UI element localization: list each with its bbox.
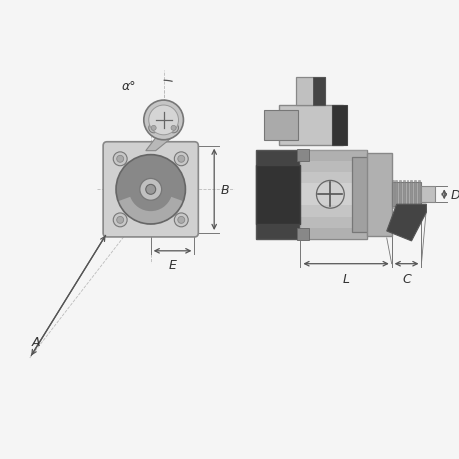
Text: B: B: [221, 184, 229, 196]
Circle shape: [144, 101, 183, 140]
Bar: [417, 181, 419, 209]
Bar: [366, 153, 391, 236]
Circle shape: [116, 155, 185, 224]
Circle shape: [140, 179, 161, 201]
Circle shape: [117, 217, 123, 224]
Bar: [313, 78, 325, 106]
Circle shape: [178, 156, 185, 163]
Circle shape: [113, 213, 127, 227]
Bar: [351, 157, 371, 232]
Bar: [255, 151, 300, 240]
Bar: [398, 181, 400, 209]
Bar: [278, 106, 342, 146]
Text: E: E: [168, 258, 176, 271]
Bar: [331, 106, 346, 146]
Circle shape: [117, 156, 123, 163]
Circle shape: [174, 152, 188, 166]
Text: α°: α°: [121, 79, 135, 93]
Bar: [420, 187, 434, 203]
Text: D: D: [449, 188, 459, 202]
Wedge shape: [119, 197, 182, 224]
Text: A: A: [32, 335, 40, 348]
Bar: [263, 111, 298, 140]
Circle shape: [148, 123, 158, 134]
Bar: [295, 78, 325, 106]
Circle shape: [168, 123, 178, 134]
Bar: [297, 149, 309, 161]
Bar: [395, 181, 397, 209]
Text: C: C: [401, 272, 410, 285]
Bar: [406, 181, 408, 209]
Text: L: L: [342, 272, 349, 285]
Bar: [300, 206, 366, 217]
Circle shape: [113, 152, 127, 166]
Circle shape: [148, 106, 178, 135]
Bar: [255, 165, 300, 224]
Bar: [300, 173, 366, 184]
Circle shape: [174, 213, 188, 227]
Bar: [300, 195, 366, 206]
Polygon shape: [146, 139, 171, 151]
Bar: [402, 181, 404, 209]
Bar: [391, 181, 393, 209]
Polygon shape: [386, 205, 425, 241]
Circle shape: [146, 185, 155, 195]
Bar: [413, 181, 415, 209]
Bar: [300, 184, 366, 195]
Bar: [300, 228, 366, 240]
Circle shape: [178, 217, 185, 224]
Bar: [409, 181, 411, 209]
Bar: [300, 151, 366, 162]
Bar: [300, 162, 366, 173]
Bar: [297, 229, 309, 241]
Bar: [391, 183, 420, 207]
Bar: [300, 217, 366, 228]
Circle shape: [151, 126, 156, 131]
Circle shape: [171, 126, 176, 131]
Bar: [300, 151, 366, 240]
FancyBboxPatch shape: [103, 142, 198, 237]
